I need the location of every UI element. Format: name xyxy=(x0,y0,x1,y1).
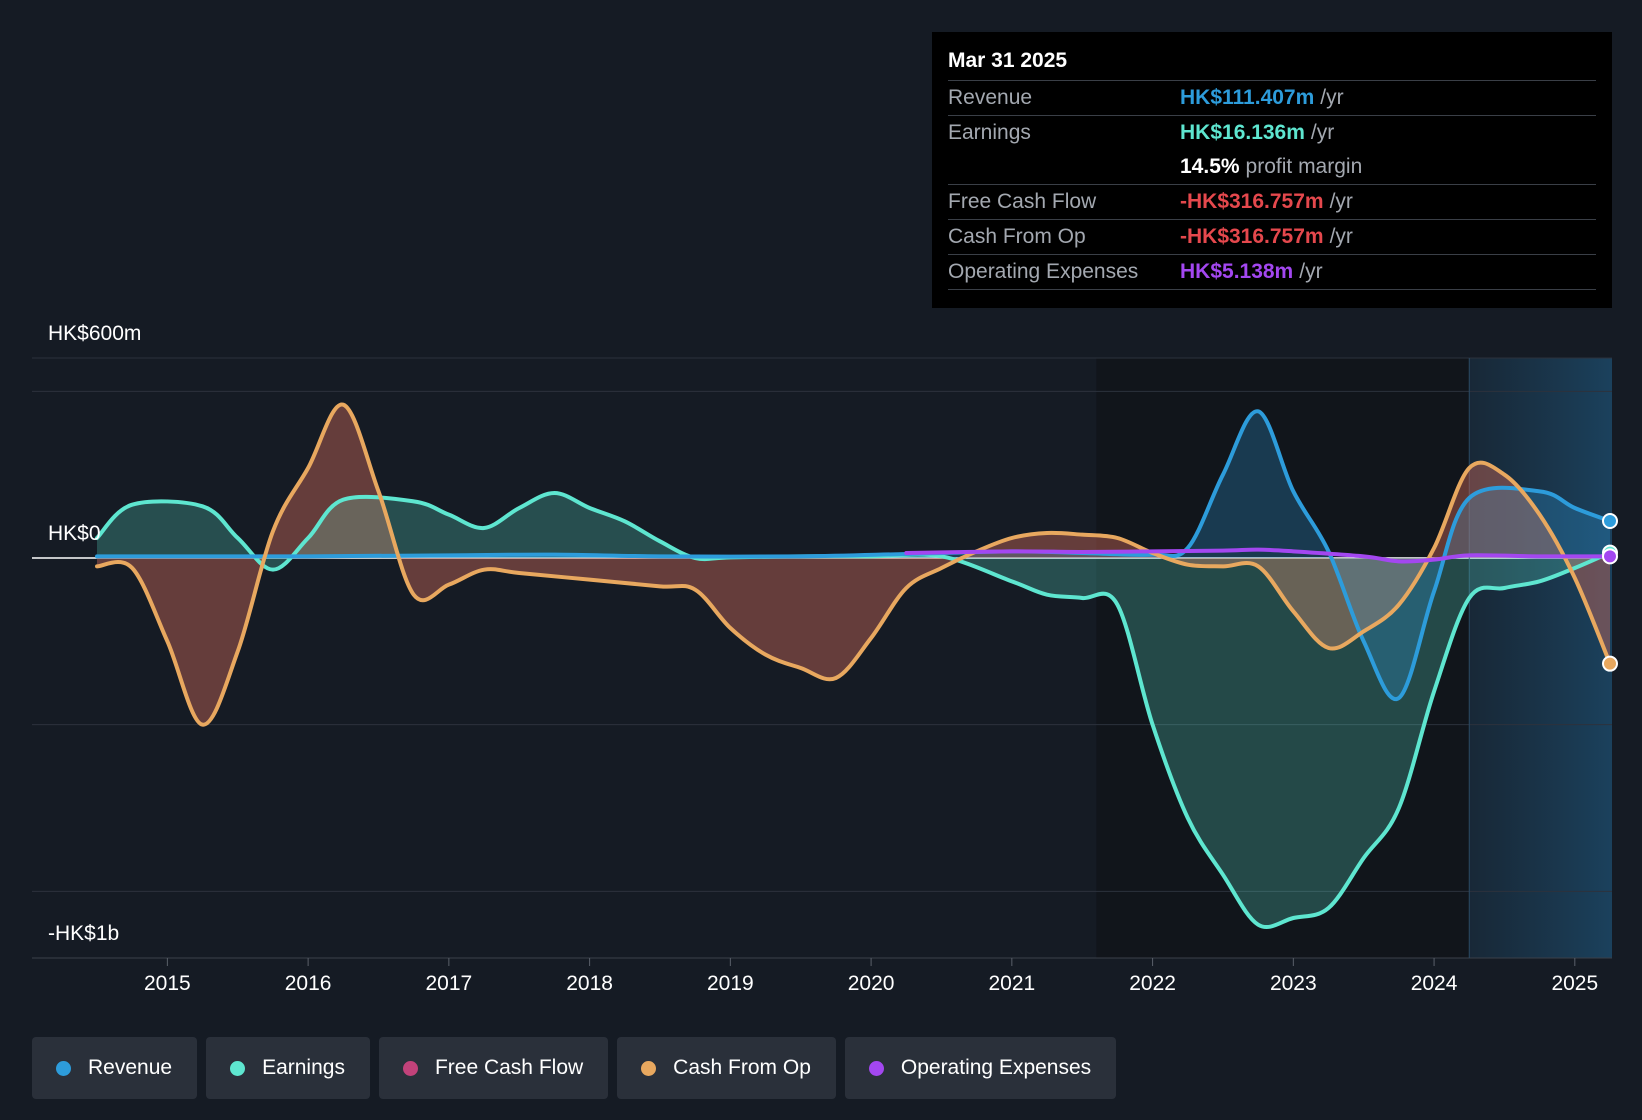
earnings-line xyxy=(95,491,1612,930)
legend-item-free-cash-flow[interactable]: Free Cash Flow xyxy=(378,1037,609,1099)
legend-dot-icon xyxy=(641,1060,657,1076)
tooltip-value: -HK$316.757m/yr xyxy=(1180,190,1353,213)
x-tick-label: 2024 xyxy=(1411,972,1458,995)
legend-item-revenue[interactable]: Revenue xyxy=(32,1037,198,1099)
legend-item-operating-expenses[interactable]: Operating Expenses xyxy=(844,1037,1117,1099)
revenue-end-marker xyxy=(1602,513,1618,529)
tooltip-row-revenue: Revenue HK$111.407m/yr xyxy=(948,81,1596,116)
cash-from-op-area xyxy=(97,404,1610,725)
past-period-shade xyxy=(1096,358,1470,958)
operating-expenses-end-marker xyxy=(1602,548,1618,565)
legend-dot-icon xyxy=(402,1060,418,1076)
tooltip-value: -HK$316.757m/yr xyxy=(1180,225,1353,248)
forecast-period-shade xyxy=(1469,358,1612,958)
legend-label: Revenue xyxy=(88,1056,173,1079)
y-axis-label-bottom: -HK$1b xyxy=(48,922,119,945)
legend-item-cash-from-op[interactable]: Cash From Op xyxy=(617,1037,836,1099)
tooltip-label: Revenue xyxy=(948,86,1033,109)
x-tick-label: 2022 xyxy=(1129,972,1176,995)
tooltip-row-operating-expenses: Operating Expenses HK$5.138m/yr xyxy=(948,255,1596,290)
revenue-area xyxy=(97,411,1610,700)
tooltip-label: Free Cash Flow xyxy=(948,190,1097,213)
legend-label: Free Cash Flow xyxy=(434,1056,584,1079)
tooltip-label: Cash From Op xyxy=(948,225,1086,248)
x-tick-label: 2019 xyxy=(707,972,754,995)
tooltip-label xyxy=(948,150,1180,184)
x-tick-label: 2015 xyxy=(144,972,191,995)
x-tick-label: 2020 xyxy=(848,972,895,995)
x-tick-label: 2025 xyxy=(1551,972,1598,995)
tooltip-value: HK$16.136m/yr xyxy=(1180,121,1335,144)
earnings-area xyxy=(97,493,1610,928)
free-cash-flow-area xyxy=(97,404,1610,725)
tooltip-row-cash-from-op: Cash From Op -HK$316.757m/yr xyxy=(948,220,1596,255)
legend-dot-icon xyxy=(230,1060,246,1076)
legend-label: Operating Expenses xyxy=(900,1056,1092,1079)
tooltip-value: HK$5.138m/yr xyxy=(1180,260,1323,283)
cash-from-op-end-marker xyxy=(1602,655,1618,672)
tooltip-row-free-cash-flow: Free Cash Flow -HK$316.757m/yr xyxy=(948,185,1596,220)
legend-dot-icon xyxy=(56,1060,71,1076)
legend: Revenue Earnings Free Cash Flow Cash Fro… xyxy=(32,1037,1117,1099)
legend-dot-icon xyxy=(868,1060,884,1076)
x-tick-label: 2016 xyxy=(285,972,332,995)
legend-item-earnings[interactable]: Earnings xyxy=(206,1037,370,1099)
y-axis-label-top: HK$600m xyxy=(48,322,141,345)
legend-label: Earnings xyxy=(262,1056,345,1079)
operating-expenses-line xyxy=(904,547,1612,564)
tooltip-row-profit-margin: 14.5% profit margin xyxy=(948,150,1596,185)
tooltip-label: Operating Expenses xyxy=(948,260,1139,283)
tooltip-value: 14.5% profit margin xyxy=(1180,155,1363,178)
tooltip-value: HK$111.407m/yr xyxy=(1180,86,1344,109)
cash-from-op-line xyxy=(95,402,1612,727)
revenue-line xyxy=(95,409,1612,702)
x-tick-label: 2023 xyxy=(1270,972,1317,995)
tooltip-date: Mar 31 2025 xyxy=(948,46,1596,81)
legend-label: Cash From Op xyxy=(673,1056,811,1079)
tooltip-panel: Mar 31 2025 Revenue HK$111.407m/yr Earni… xyxy=(932,32,1612,308)
tooltip-label: Earnings xyxy=(948,121,1031,144)
y-axis-label-zero: HK$0 xyxy=(48,522,101,545)
x-tick-label: 2021 xyxy=(988,972,1035,995)
x-tick-label: 2018 xyxy=(566,972,613,995)
tooltip-row-earnings: Earnings HK$16.136m/yr xyxy=(948,116,1596,150)
x-tick-label: 2017 xyxy=(426,972,473,995)
